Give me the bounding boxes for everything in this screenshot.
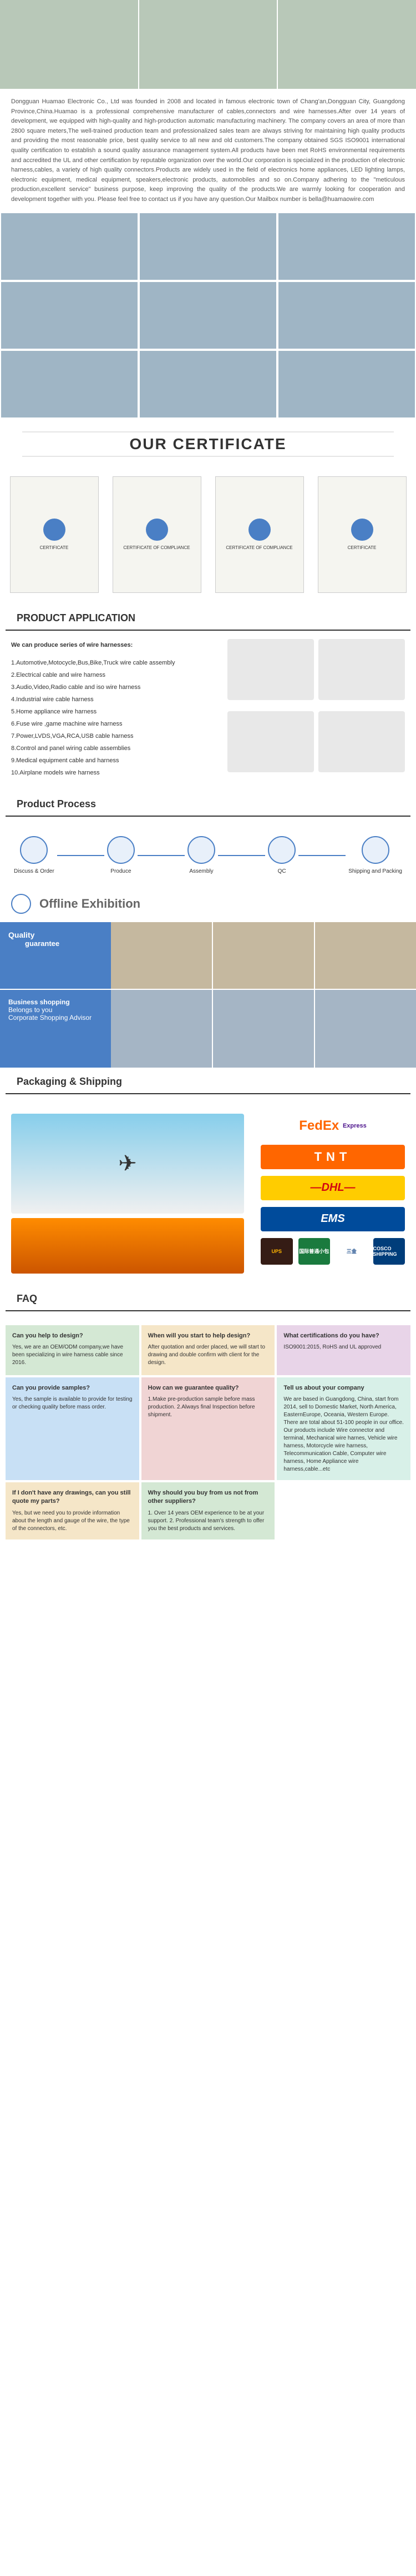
- company-logo-icon: [11, 894, 31, 914]
- certificate-title: OUR CERTIFICATE: [0, 435, 416, 453]
- product-img: [318, 711, 405, 772]
- list-item: 1.Automotive,Motocycle,Bus,Bike,Truck wi…: [11, 657, 216, 669]
- list-item: 9.Medical equipment cable and harness: [11, 754, 216, 767]
- exhibit-img: [111, 922, 212, 989]
- facility-photo-3: [278, 0, 416, 89]
- list-item: 10.Airplane models wire harness: [11, 767, 216, 779]
- grid-img: [278, 213, 415, 280]
- process-node: Produce: [104, 836, 138, 874]
- faq-item: If I don't have any drawings, can you st…: [6, 1482, 139, 1539]
- ems-logo: EMS: [261, 1207, 405, 1231]
- application-list: We can produce series of wire harnesses:…: [11, 639, 216, 779]
- post-logo: 国际普通小包: [298, 1238, 331, 1265]
- shipping-logos: FedEx Express TNT —DHL— EMS UPS 国际普通小包 三…: [261, 1114, 405, 1274]
- grid-img: [278, 282, 415, 349]
- faq-item: Can you provide samples?Yes, the sample …: [6, 1377, 139, 1480]
- grid-img: [140, 213, 276, 280]
- faq-item: Tell us about your companyWe are based i…: [277, 1377, 410, 1480]
- process-node: Discuss & Order: [11, 836, 57, 874]
- process-node: QC: [265, 836, 298, 874]
- cert-item: CERTIFICATE: [318, 476, 407, 593]
- certificate-grid: CERTIFICATE CERTIFICATE OF COMPLIANCE CE…: [0, 465, 416, 604]
- product-img: [318, 639, 405, 700]
- quality-row: Qualityguarantee: [0, 922, 416, 989]
- grid-img: [278, 351, 415, 417]
- list-item: 3.Audio,Video,Radio cable and iso wire h…: [11, 681, 216, 693]
- sanjin-logo: 三金: [336, 1238, 368, 1265]
- exhibit-img: [213, 922, 314, 989]
- application-images: [227, 639, 405, 779]
- cert-item: CERTIFICATE OF COMPLIANCE: [215, 476, 304, 593]
- faq-grid: Can you help to design?Yes, we are an OE…: [0, 1320, 416, 1545]
- process-title: Product Process: [6, 790, 410, 817]
- business-row: Business shopping Belongs to you Corpora…: [0, 990, 416, 1068]
- airplane-image: ✈: [11, 1114, 244, 1214]
- hero-image-row: [0, 0, 416, 89]
- app-intro: We can produce series of wire harnesses:: [11, 639, 216, 651]
- offline-title: Offline Exhibition: [39, 897, 140, 911]
- cert-item: CERTIFICATE: [10, 476, 99, 593]
- process-node: Assembly: [185, 836, 218, 874]
- facility-photo-1: [0, 0, 138, 89]
- quality-label: Qualityguarantee: [0, 922, 111, 989]
- product-img: [227, 639, 314, 700]
- fedex-logo: FedEx Express: [261, 1114, 405, 1138]
- grid-img: [140, 282, 276, 349]
- truck-image: [11, 1218, 244, 1274]
- cosco-logo: COSCO SHIPPING: [373, 1238, 405, 1265]
- list-item: 8.Control and panel wiring cable assembl…: [11, 742, 216, 754]
- packaging-title: Packaging & Shipping: [6, 1068, 410, 1094]
- faq-item: When will you start to help design?After…: [141, 1325, 275, 1375]
- grid-img: [1, 213, 138, 280]
- list-item: 2.Electrical cable and wire harness: [11, 669, 216, 681]
- exhibit-img: [111, 990, 212, 1068]
- certificate-header: OUR CERTIFICATE: [0, 417, 416, 465]
- list-item: 6.Fuse wire ,game machine wire harness: [11, 718, 216, 730]
- faq-item: How can we guarantee quality?1.Make pre-…: [141, 1377, 275, 1480]
- facility-photo-2: [139, 0, 277, 89]
- tnt-logo: TNT: [261, 1145, 405, 1169]
- grid-img: [1, 351, 138, 417]
- business-label: Business shopping Belongs to you Corpora…: [0, 990, 111, 1068]
- product-application-title: PRODUCT APPLICATION: [6, 604, 410, 631]
- grid-img: [1, 282, 138, 349]
- list-item: 7.Power,LVDS,VGA,RCA,USB cable harness: [11, 730, 216, 742]
- dhl-logo: —DHL—: [261, 1176, 405, 1200]
- product-img: [227, 711, 314, 772]
- cert-item: CERTIFICATE OF COMPLIANCE: [113, 476, 201, 593]
- list-item: 4.Industrial wire cable harness: [11, 693, 216, 706]
- facility-grid: [0, 213, 416, 417]
- exhibit-img: [315, 990, 416, 1068]
- faq-item: What certifications do you have?ISO9001:…: [277, 1325, 410, 1375]
- process-node: Shipping and Packing: [346, 836, 405, 874]
- ups-logo: UPS: [261, 1238, 293, 1265]
- faq-title: FAQ: [6, 1285, 410, 1311]
- shipping-section: ✈ FedEx Express TNT —DHL— EMS UPS 国际普通小包…: [0, 1103, 416, 1285]
- offline-header: Offline Exhibition: [0, 886, 416, 922]
- exhibit-img: [213, 990, 314, 1068]
- faq-item: Why should you buy from us not from othe…: [141, 1482, 275, 1539]
- process-flow: Discuss & Order Produce Assembly QC Ship…: [0, 825, 416, 886]
- list-item: 5.Home appliance wire harness: [11, 706, 216, 718]
- grid-img: [140, 351, 276, 417]
- faq-item: Can you help to design?Yes, we are an OE…: [6, 1325, 139, 1375]
- exhibit-img: [315, 922, 416, 989]
- application-section: We can produce series of wire harnesses:…: [0, 639, 416, 790]
- company-intro: Dongguan Huamao Electronic Co., Ltd was …: [0, 89, 416, 213]
